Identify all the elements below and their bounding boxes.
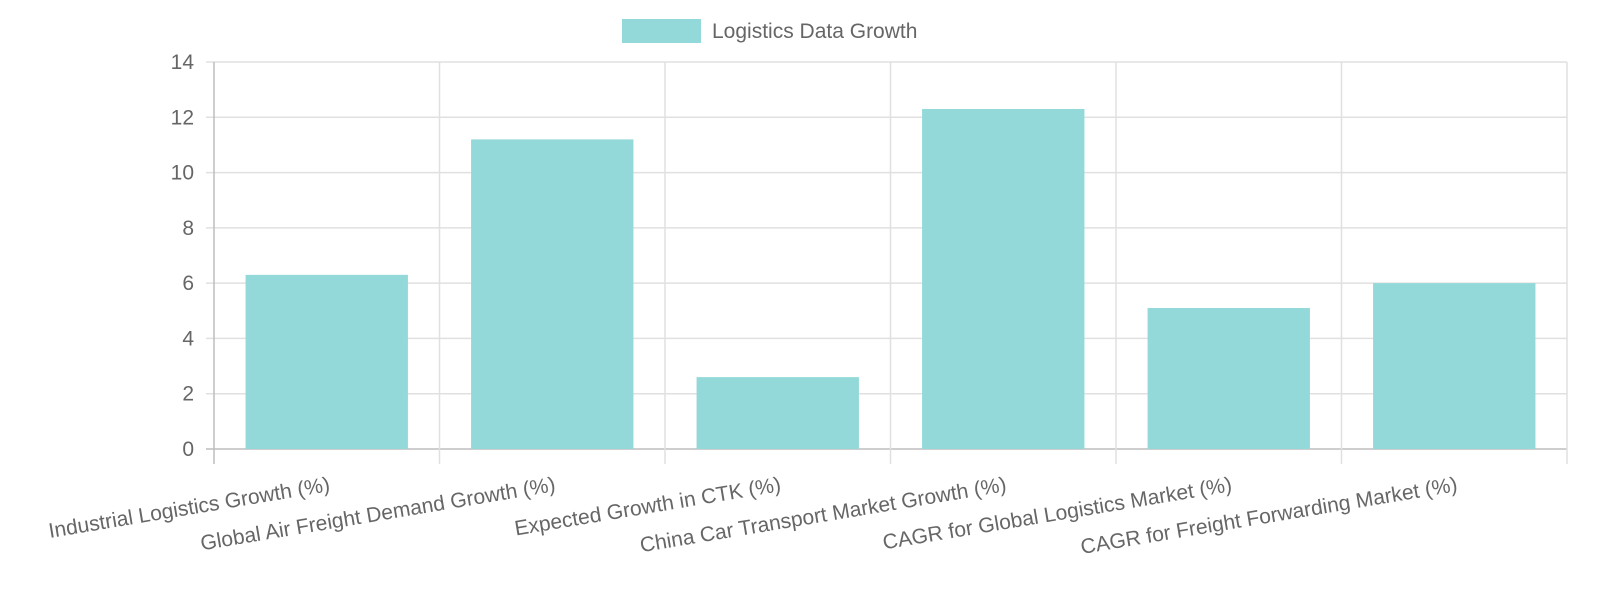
y-tick-label: 6 [182, 272, 194, 295]
y-tick-label: 0 [182, 438, 194, 461]
grid-lines [206, 61, 1568, 464]
y-tick-label: 8 [182, 217, 194, 240]
y-tick-label: 14 [171, 51, 195, 74]
legend[interactable]: Logistics Data Growth [622, 19, 917, 43]
bars [245, 108, 1536, 449]
legend-swatch [622, 19, 701, 43]
bar[interactable] [696, 377, 859, 449]
bar[interactable] [922, 108, 1085, 449]
y-axis: 0 2 4 6 8 10 12 14 [171, 51, 195, 461]
legend-label: Logistics Data Growth [712, 20, 917, 43]
y-tick-label: 10 [171, 162, 194, 185]
bar[interactable] [471, 139, 634, 449]
x-tick-label: China Car Transport Market Growth (%) [638, 473, 1008, 557]
x-tick-label: CAGR for Freight Forwarding Market (%) [1079, 473, 1459, 559]
y-tick-label: 2 [182, 383, 194, 406]
bar[interactable] [1373, 283, 1536, 449]
y-tick-label: 12 [171, 106, 194, 129]
bar[interactable] [1147, 308, 1310, 449]
bar[interactable] [245, 274, 408, 449]
y-tick-label: 4 [182, 327, 194, 350]
x-axis: Industrial Logistics Growth (%)Global Ai… [47, 473, 1459, 559]
